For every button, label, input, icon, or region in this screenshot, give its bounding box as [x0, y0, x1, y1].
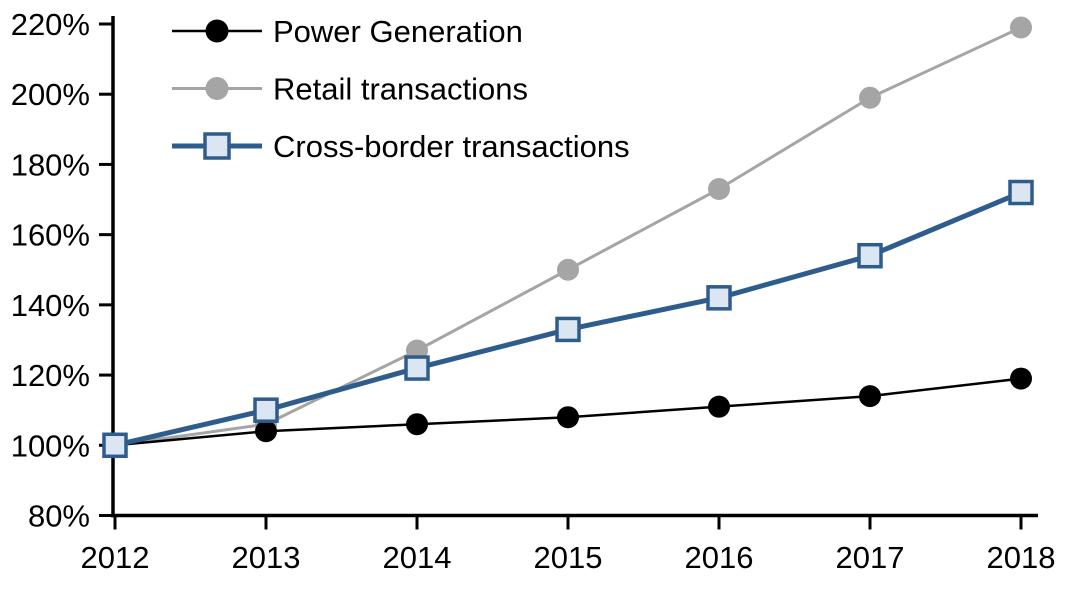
x-tick-label: 2014 [383, 540, 452, 575]
legend-item-cross-border-transactions: Cross-border transactions [172, 129, 630, 164]
cross-border-transactions-marker [253, 397, 279, 423]
legend-label: Retail transactions [273, 72, 528, 107]
x-tick-label: 2018 [987, 540, 1056, 575]
legend-label: Power Generation [273, 14, 523, 49]
x-tick-label: 2012 [81, 540, 150, 575]
cross-border-transactions-marker [706, 285, 732, 311]
retail-transactions-marker [1010, 16, 1032, 39]
cross-border-transactions-marker [857, 242, 883, 269]
y-tick-label: 160% [11, 218, 90, 253]
legend-item-power-generation: Power Generation [172, 14, 523, 49]
cross-border-transactions-marker [1008, 179, 1034, 206]
cross-border-transactions-legend-marker-icon [203, 132, 231, 160]
x-tick-label: 2017 [836, 540, 905, 575]
y-tick-label: 180% [11, 147, 90, 182]
legend-item-retail-transactions: Retail transactions [172, 72, 528, 107]
x-tick-label: 2013 [232, 540, 301, 575]
retail-transactions-marker [708, 178, 730, 201]
power-generation-marker [557, 406, 579, 429]
power-generation-marker [859, 385, 881, 408]
x-tick-label: 2015 [534, 540, 603, 575]
y-tick-label: 140% [11, 288, 90, 323]
power-generation-legend-marker-icon [205, 19, 229, 43]
power-generation-marker [255, 420, 277, 443]
power-generation-marker [1010, 367, 1032, 390]
power-generation-marker [406, 413, 428, 436]
power-generation-marker [708, 395, 730, 418]
y-tick-label: 200% [11, 77, 90, 112]
y-tick-label: 80% [28, 499, 90, 534]
cross-border-transactions-marker [555, 316, 581, 343]
y-tick-label: 120% [11, 358, 90, 393]
retail-transactions-line [114, 26, 1022, 447]
y-tick-label: 100% [11, 428, 90, 463]
y-tick-label: 220% [11, 7, 90, 42]
x-tick-label: 2016 [685, 540, 754, 575]
cross-border-transactions-marker [102, 432, 128, 459]
legend-label: Cross-border transactions [273, 129, 630, 164]
series-retail-transactions [114, 26, 1022, 447]
retail-transactions-legend-marker-icon [205, 77, 229, 100]
cross-border-transactions-marker [404, 355, 430, 381]
retail-transactions-marker [557, 258, 579, 281]
retail-transactions-marker [859, 86, 881, 109]
